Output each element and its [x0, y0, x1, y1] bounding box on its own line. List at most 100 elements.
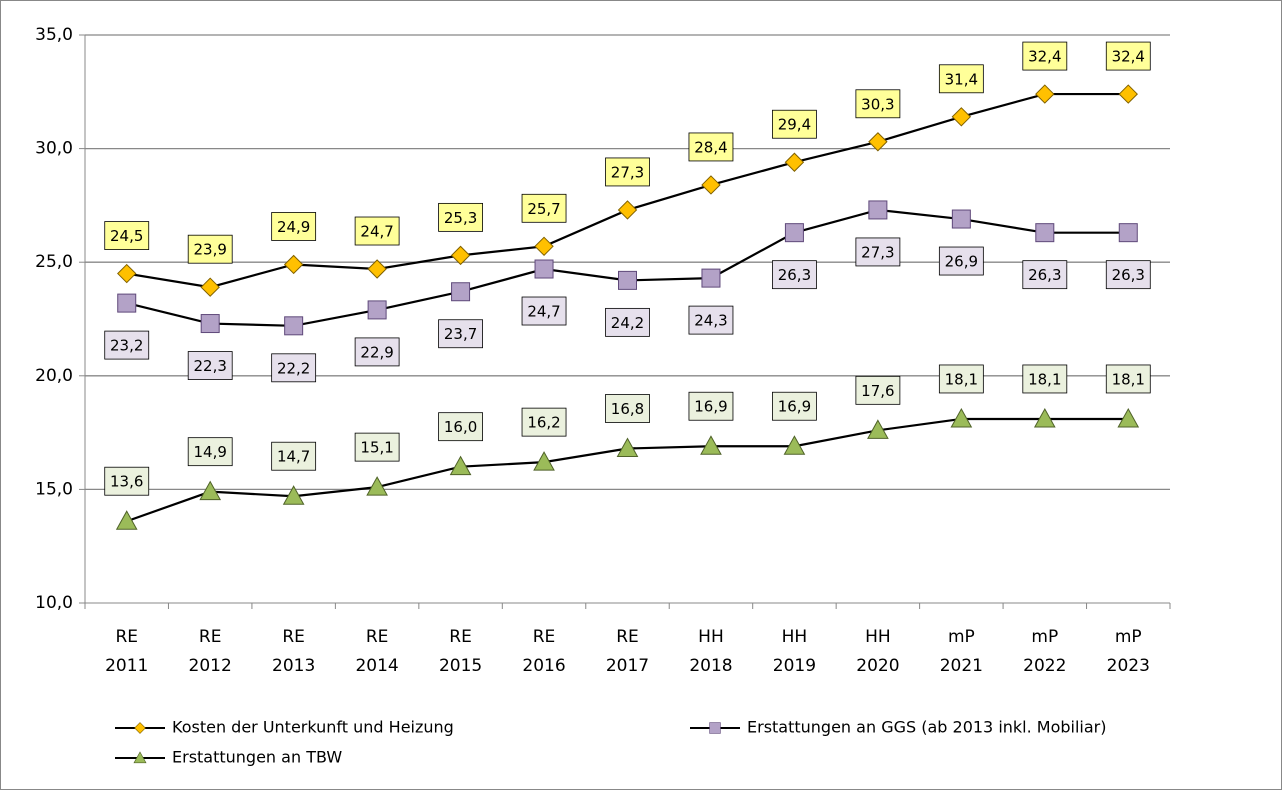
data-label: 16,9: [778, 398, 811, 416]
data-label-box: [772, 391, 817, 421]
marker: [617, 200, 638, 220]
data-label: 15,1: [360, 439, 393, 457]
x-tick-label: 2018: [689, 656, 732, 676]
x-tick-label: mP: [1031, 627, 1058, 647]
x-tick-label: 2011: [105, 656, 148, 676]
marker: [367, 259, 387, 279]
data-label-box: [1022, 41, 1068, 71]
data-label: 13,6: [110, 473, 143, 491]
y-tick-label: 35,0: [35, 25, 73, 45]
marker: [533, 451, 555, 471]
x-tick-label: mP: [948, 627, 975, 647]
marker: [867, 419, 889, 439]
y-tick-label: 10,0: [35, 593, 73, 613]
x-tick-label: RE: [533, 627, 556, 647]
data-label-box: [438, 202, 483, 232]
data-label: 26,3: [1028, 266, 1061, 284]
x-tick-label: 2021: [940, 656, 983, 676]
data-label-box: [438, 412, 483, 442]
data-label-box: [271, 353, 317, 383]
data-label: 14,9: [193, 443, 226, 461]
data-label: 17,6: [861, 382, 894, 400]
marker: [1035, 84, 1055, 104]
data-label-box: [271, 441, 317, 471]
data-label: 32,4: [1028, 48, 1061, 66]
data-label-box: [354, 216, 400, 246]
marker: [449, 455, 472, 476]
data-label: 23,7: [444, 325, 477, 343]
data-label-box: [1105, 41, 1151, 71]
x-tick-label: 2023: [1107, 656, 1150, 676]
x-tick-label: 2019: [773, 656, 816, 676]
y-tick-label: 15,0: [35, 479, 73, 499]
data-label-box: [855, 237, 901, 267]
y-tick-label: 25,0: [35, 252, 73, 272]
data-label-box: [187, 437, 233, 467]
data-label-box: [938, 364, 984, 394]
data-label: 24,5: [110, 227, 143, 245]
marker: [199, 480, 222, 501]
data-label-box: [688, 132, 734, 162]
x-tick-label: 2016: [522, 656, 565, 676]
marker: [117, 263, 137, 284]
x-tick-label: RE: [282, 627, 305, 647]
data-label-box: [938, 246, 984, 276]
marker: [534, 259, 554, 279]
data-label-box: [354, 432, 400, 462]
data-label: 16,2: [527, 414, 560, 432]
marker: [284, 316, 304, 336]
data-label-box: [521, 407, 567, 437]
x-tick-label: 2017: [606, 656, 649, 676]
data-label-box: [104, 330, 150, 360]
data-label: 23,9: [193, 241, 226, 259]
data-label: 29,4: [778, 116, 811, 134]
data-label: 23,2: [110, 337, 143, 355]
marker: [200, 277, 220, 297]
y-tick-label: 30,0: [35, 139, 73, 159]
legend-label: Erstattungen an GGS (ab 2013 inkl. Mobil…: [747, 718, 1107, 737]
data-label-box: [772, 109, 817, 139]
data-label-box: [521, 296, 567, 326]
data-label: 14,7: [277, 448, 310, 466]
marker: [1118, 84, 1138, 104]
data-label: 32,4: [1112, 48, 1145, 66]
data-label: 22,2: [277, 359, 310, 377]
data-label: 26,3: [778, 266, 811, 284]
legend-label: Erstattungen an TBW: [172, 748, 342, 767]
data-label-box: [605, 307, 650, 337]
marker: [784, 152, 805, 172]
data-label-box: [271, 212, 317, 241]
marker: [1117, 407, 1140, 428]
data-label: 16,8: [611, 400, 644, 418]
marker: [701, 268, 721, 288]
data-label-box: [1105, 260, 1151, 290]
legend-marker: [709, 722, 721, 734]
data-label: 18,1: [945, 370, 978, 388]
x-tick-label: RE: [449, 627, 472, 647]
legend-marker: [134, 722, 146, 734]
x-tick-label: RE: [616, 627, 639, 647]
x-tick-label: mP: [1115, 627, 1142, 647]
marker: [868, 200, 888, 220]
data-label-box: [855, 89, 901, 119]
data-label: 22,3: [193, 357, 226, 375]
data-label: 24,3: [694, 312, 727, 330]
x-tick-label: HH: [865, 627, 891, 647]
legend-label: Kosten der Unterkunft und Heizung: [172, 718, 454, 737]
data-label: 18,1: [1112, 370, 1145, 388]
data-label-box: [521, 193, 567, 223]
data-label: 30,3: [861, 95, 894, 113]
marker: [367, 300, 387, 320]
marker: [1033, 407, 1056, 428]
y-tick-label: 20,0: [35, 366, 73, 386]
marker: [117, 293, 137, 313]
data-label-box: [688, 305, 734, 335]
x-tick-label: RE: [115, 627, 138, 647]
x-tick-label: RE: [366, 627, 389, 647]
data-label-box: [855, 375, 901, 405]
x-tick-label: HH: [698, 627, 724, 647]
marker: [951, 209, 971, 229]
marker: [618, 270, 637, 290]
data-label: 22,9: [360, 343, 393, 361]
data-label: 27,3: [861, 243, 894, 261]
